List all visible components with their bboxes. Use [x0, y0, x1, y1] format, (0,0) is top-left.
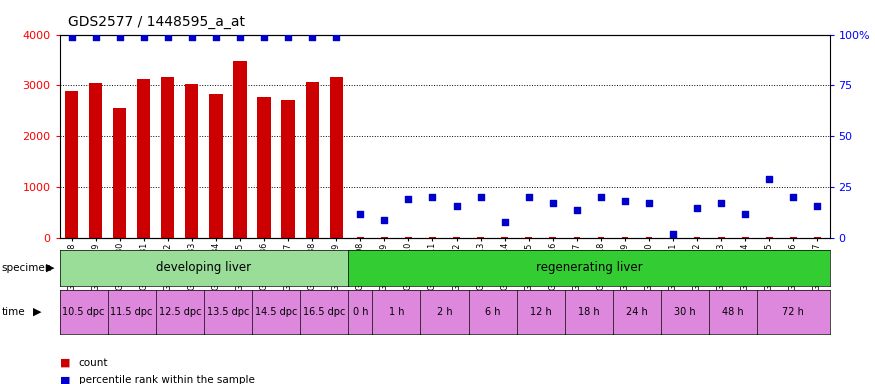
Text: 2 h: 2 h [437, 307, 452, 317]
Point [305, 33, 319, 40]
Bar [814, 237, 821, 238]
Text: 12.5 dpc: 12.5 dpc [158, 307, 201, 317]
Text: 48 h: 48 h [723, 307, 744, 317]
Bar [766, 237, 773, 238]
Point [570, 207, 584, 213]
Text: 1 h: 1 h [388, 307, 404, 317]
Point [642, 200, 656, 207]
Bar [429, 237, 436, 238]
Text: time: time [2, 307, 25, 317]
Point [354, 210, 367, 217]
Bar [161, 77, 174, 238]
Bar [405, 237, 412, 238]
Text: count: count [79, 358, 108, 368]
Text: 0 h: 0 h [353, 307, 368, 317]
Point [257, 33, 271, 40]
Bar [646, 237, 653, 238]
Text: 30 h: 30 h [675, 307, 696, 317]
Bar [477, 237, 484, 238]
Text: 16.5 dpc: 16.5 dpc [303, 307, 346, 317]
Text: developing liver: developing liver [157, 262, 251, 274]
Point [522, 194, 536, 200]
Bar [65, 91, 78, 238]
Bar [186, 84, 199, 238]
Point [546, 200, 560, 207]
Point [233, 33, 247, 40]
Bar [330, 77, 343, 238]
Bar [742, 237, 749, 238]
Text: 14.5 dpc: 14.5 dpc [255, 307, 298, 317]
Bar [305, 83, 318, 238]
Point [787, 194, 801, 200]
Point [666, 231, 680, 237]
Point [209, 33, 223, 40]
Point [450, 202, 464, 209]
Bar [669, 237, 676, 238]
Text: 10.5 dpc: 10.5 dpc [62, 307, 105, 317]
Text: 11.5 dpc: 11.5 dpc [110, 307, 153, 317]
Point [377, 217, 391, 223]
Bar [282, 100, 295, 238]
Bar [718, 237, 724, 238]
Bar [234, 61, 247, 238]
Text: specimen: specimen [2, 263, 52, 273]
Point [185, 33, 199, 40]
Bar [381, 237, 388, 238]
Text: ▶: ▶ [33, 307, 42, 317]
Bar [89, 83, 102, 238]
Point [425, 194, 439, 200]
Point [88, 33, 102, 40]
Bar [621, 237, 628, 238]
Text: GDS2577 / 1448595_a_at: GDS2577 / 1448595_a_at [68, 15, 245, 29]
Point [738, 210, 752, 217]
Text: 18 h: 18 h [578, 307, 599, 317]
Text: percentile rank within the sample: percentile rank within the sample [79, 375, 255, 384]
Bar [209, 94, 222, 238]
Bar [357, 237, 364, 238]
Bar [257, 97, 270, 238]
Bar [453, 237, 460, 238]
Bar [550, 237, 556, 238]
Text: ▶: ▶ [46, 263, 54, 273]
Bar [137, 79, 150, 238]
Point [402, 196, 416, 202]
Bar [790, 237, 797, 238]
Point [329, 33, 343, 40]
Text: ■: ■ [60, 375, 70, 384]
Point [65, 33, 79, 40]
Bar [501, 237, 508, 238]
Bar [573, 237, 580, 238]
Point [161, 33, 175, 40]
Point [281, 33, 295, 40]
Text: 13.5 dpc: 13.5 dpc [206, 307, 249, 317]
Point [136, 33, 150, 40]
Point [690, 204, 704, 210]
Text: ■: ■ [60, 358, 70, 368]
Point [762, 176, 776, 182]
Bar [598, 237, 605, 238]
Text: 6 h: 6 h [485, 307, 500, 317]
Text: 24 h: 24 h [626, 307, 648, 317]
Text: regenerating liver: regenerating liver [536, 262, 642, 274]
Text: 12 h: 12 h [530, 307, 551, 317]
Point [618, 199, 632, 205]
Point [810, 202, 824, 209]
Text: 72 h: 72 h [782, 307, 804, 317]
Point [473, 194, 487, 200]
Point [594, 194, 608, 200]
Bar [525, 237, 532, 238]
Point [113, 33, 127, 40]
Point [498, 219, 512, 225]
Bar [694, 237, 701, 238]
Bar [113, 108, 126, 238]
Point [714, 200, 728, 207]
